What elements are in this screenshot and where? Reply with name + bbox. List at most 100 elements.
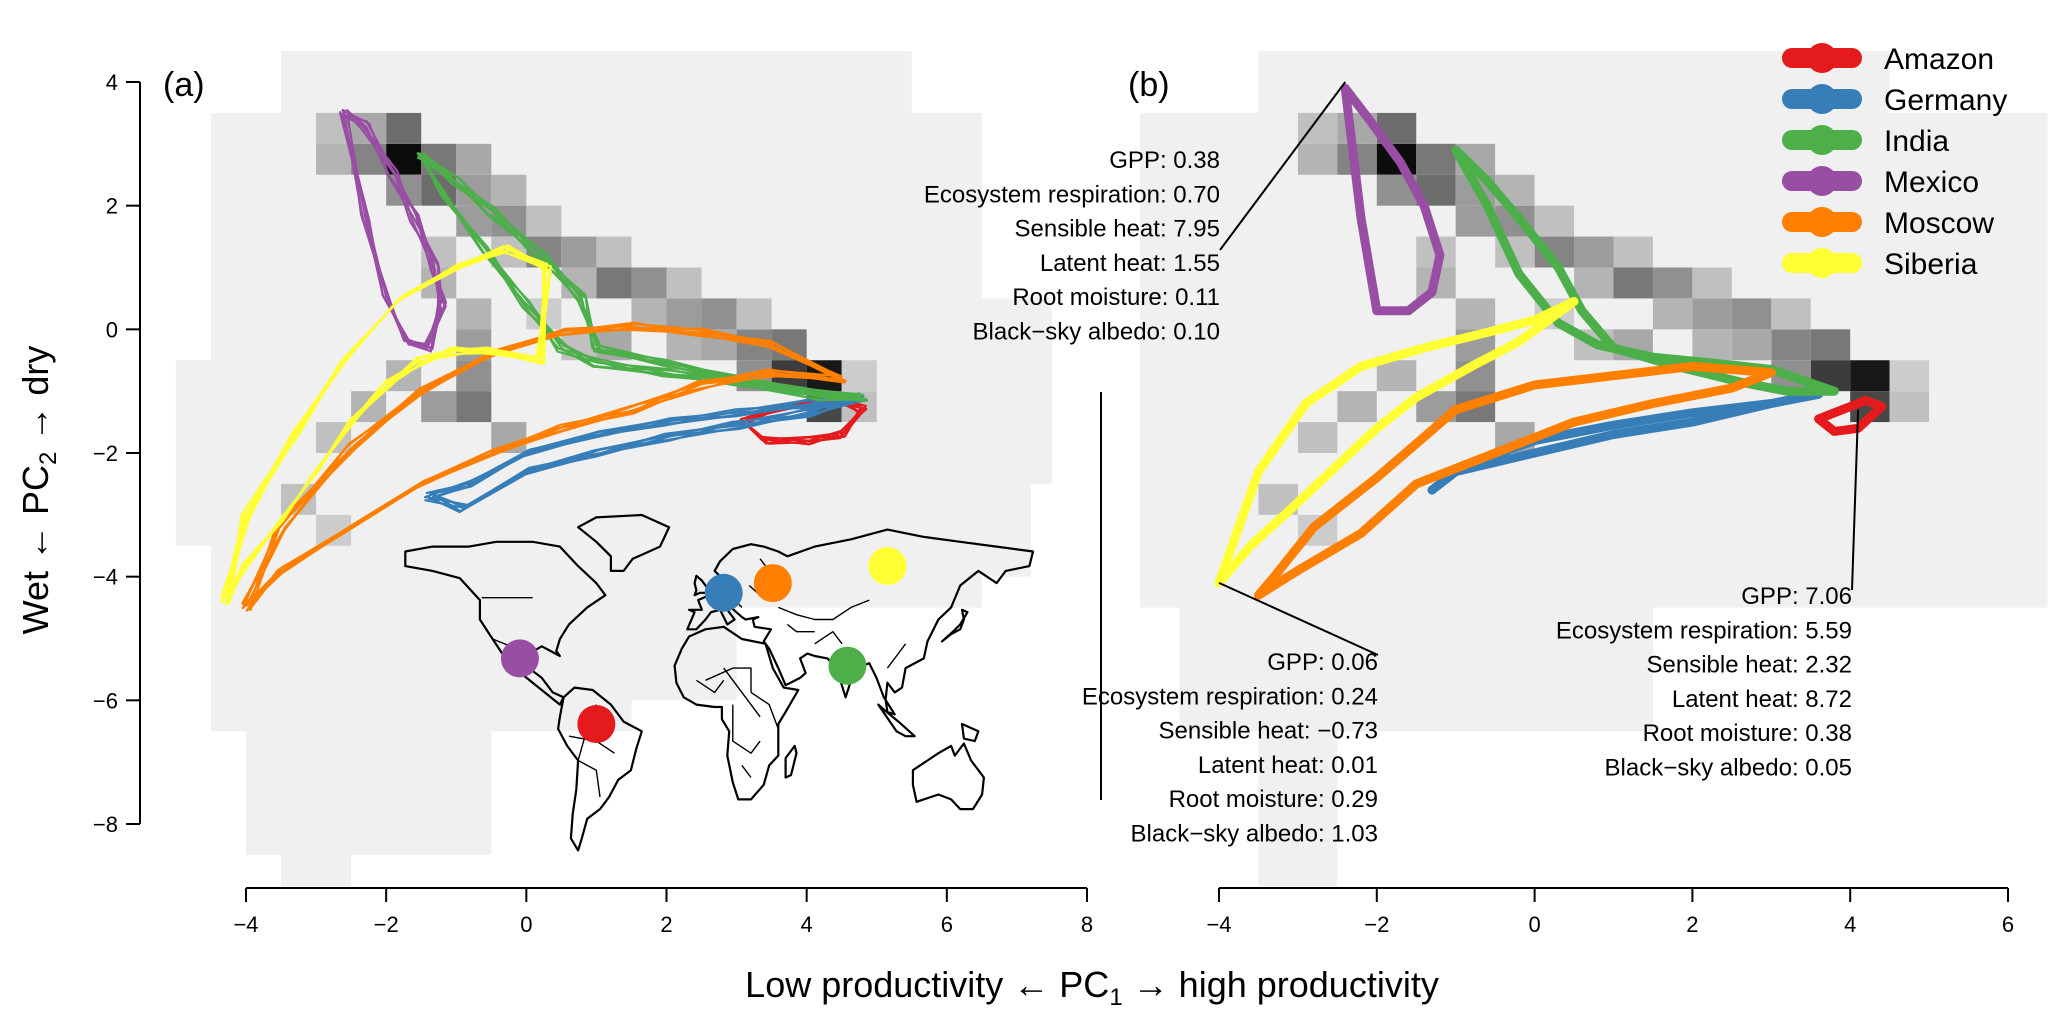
panel-b-trajectories: [1214, 83, 1887, 600]
panel-a: −4 −2 0 2 4 6 8 −8 −6 −4 −2 0 2 4 (a): [93, 51, 1093, 937]
y-axis-label-pre: Wet ← PC: [15, 465, 56, 634]
x-tick-label: −2: [374, 912, 399, 937]
series-line-mexico: [341, 108, 440, 353]
hist-cell: [1613, 236, 1653, 268]
hist-bg-cell: [175, 360, 211, 546]
series-line-siberia: [1214, 297, 1579, 588]
hist-cell: [386, 112, 422, 144]
hist-cell: [1771, 329, 1811, 361]
panel-b: GPP: 0.38 Ecosystem respiration: 0.70 Sens…: [924, 43, 2048, 937]
hist-cell: [456, 391, 492, 423]
world-map-inset: [404, 513, 1035, 852]
panel-a-density-histogram: [175, 51, 1052, 886]
continent-outline: [577, 513, 671, 572]
annotation-text: Root moisture: 0.38: [1643, 720, 1852, 747]
hist-cell: [1889, 360, 1930, 392]
continent-outline: [557, 686, 643, 852]
annotation-text: Sensible heat: −0.73: [1158, 718, 1378, 745]
country-border: [577, 759, 601, 798]
y-tick-label: −4: [93, 565, 118, 590]
map-marker-india: [828, 646, 867, 685]
x-tick-label: 4: [801, 912, 813, 937]
country-border: [741, 764, 752, 778]
hist-cell: [631, 267, 667, 299]
map-marker-germany: [704, 573, 743, 612]
hist-bg-cell: [281, 51, 912, 113]
legend: Amazon Germany India Mexico Moscow Siberia: [1782, 43, 2007, 281]
legend-label: Amazon: [1884, 43, 1994, 76]
country-border: [778, 599, 870, 621]
hist-cell: [491, 174, 527, 206]
series-line-siberia: [222, 248, 548, 604]
hist-cell: [1613, 267, 1653, 299]
hist-cell: [316, 143, 352, 175]
hist-cell: [596, 267, 632, 299]
panel-b-axes: −4 −2 0 2 4 6: [1206, 887, 2014, 937]
hist-cell: [841, 360, 877, 392]
legend-label: Germany: [1884, 84, 2007, 117]
map-marker-mexico: [500, 639, 539, 678]
annotation-text: Black−sky albedo: 0.05: [1605, 755, 1853, 782]
series-line-mexico: [342, 109, 447, 346]
x-tick-label: 8: [1081, 912, 1093, 937]
panel-a-trajectories: [219, 108, 868, 612]
map-marker-moscow: [753, 564, 792, 603]
hist-bg-cell: [246, 731, 492, 855]
y-tick-label: 4: [106, 70, 118, 95]
series-line-moscow: [1254, 361, 1776, 600]
panel-a-axes: −4 −2 0 2 4 6 8 −8 −6 −4 −2 0 2 4: [93, 70, 1093, 937]
hist-cell: [1574, 267, 1614, 299]
continent-outline: [673, 625, 800, 801]
series-line-india: [416, 151, 867, 402]
hist-cell: [1692, 267, 1732, 299]
panel-a-label: (a): [163, 66, 205, 104]
x-tick-label: −4: [233, 912, 258, 937]
hist-cell: [1731, 298, 1772, 330]
country-border: [786, 623, 815, 633]
y-tick-label: 2: [106, 194, 118, 219]
x-tick-label: 4: [1844, 912, 1856, 937]
annotation-leader-line: [1219, 81, 1347, 251]
country-border: [886, 643, 907, 669]
hist-cell: [1337, 391, 1377, 423]
hist-cell: [1652, 267, 1693, 299]
annotation-leader-line: [1851, 409, 1860, 591]
continent-outline: [877, 703, 916, 738]
continent-outline: [940, 608, 969, 643]
hist-cell: [1455, 298, 1496, 330]
hist-bg-cell: [1258, 731, 1338, 886]
hist-cell: [1889, 391, 1930, 423]
map-marker-amazon: [577, 705, 616, 744]
x-axis-label-post: → high productivity: [1123, 964, 1439, 1005]
hist-cell: [1574, 236, 1614, 268]
hist-cell: [1652, 298, 1693, 330]
world-map-markers: [500, 547, 907, 744]
hist-cell: [456, 298, 492, 330]
hist-cell: [561, 236, 597, 268]
hist-cell: [1731, 329, 1772, 361]
hist-cell: [1416, 143, 1456, 175]
legend-label: Siberia: [1884, 248, 1978, 281]
hist-cell: [701, 298, 737, 330]
continent-outline: [960, 722, 980, 743]
country-border: [696, 679, 725, 694]
hist-cell: [666, 298, 702, 330]
annotation-text: Ecosystem respiration: 0.24: [1082, 683, 1378, 710]
x-tick-label: 2: [660, 912, 672, 937]
continent-outline: [784, 744, 798, 779]
hist-cell: [456, 143, 492, 175]
hist-cell: [736, 298, 772, 330]
hist-cell: [1810, 329, 1851, 361]
x-tick-label: 6: [941, 912, 953, 937]
country-border: [705, 667, 752, 693]
legend-marker-india: [1807, 125, 1837, 155]
panel-b-label: (b): [1128, 66, 1170, 104]
series-line-india: [418, 152, 868, 402]
annotation-text: GPP: 7.06: [1741, 583, 1852, 610]
x-tick-label: 0: [1528, 912, 1540, 937]
hist-cell: [1771, 298, 1811, 330]
annotation-text: GPP: 0.38: [1109, 147, 1220, 174]
legend-marker-germany: [1807, 84, 1837, 114]
y-axis-label: Wet ← PC2 → dry: [15, 346, 62, 635]
